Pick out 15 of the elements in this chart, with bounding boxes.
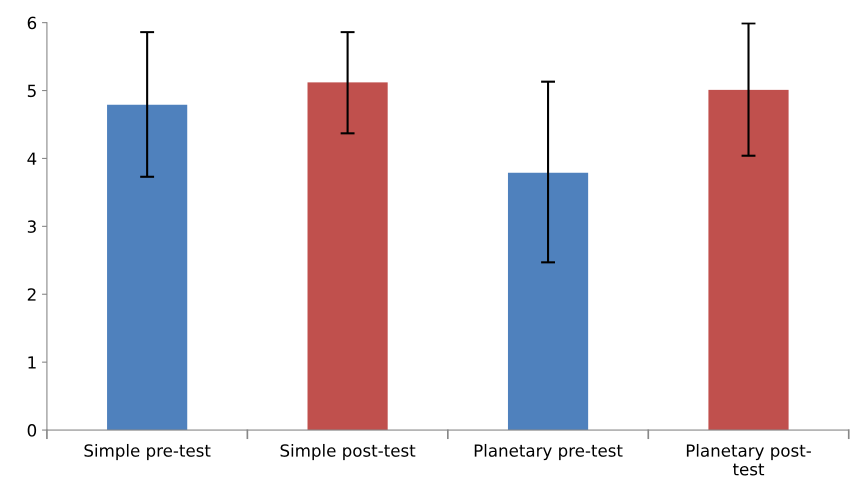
x-tick-label: Planetary post-test xyxy=(686,444,811,476)
y-tick-label: 3 xyxy=(28,220,36,233)
x-tick-label: Planetary pre-test xyxy=(474,444,623,460)
y-tick-label: 1 xyxy=(28,356,36,368)
x-tick-label: Simple pre-test xyxy=(84,444,211,460)
y-tick-label: 0 xyxy=(28,424,36,437)
bar xyxy=(308,82,388,430)
x-tick-label: Simple post-test xyxy=(280,444,416,460)
bar xyxy=(107,104,188,430)
bar xyxy=(508,172,588,430)
y-tick-label: 5 xyxy=(28,84,36,98)
y-tick-label: 2 xyxy=(28,288,36,301)
y-tick-label: 4 xyxy=(27,152,36,165)
bar xyxy=(708,90,789,430)
y-tick-label: 6 xyxy=(28,16,36,30)
